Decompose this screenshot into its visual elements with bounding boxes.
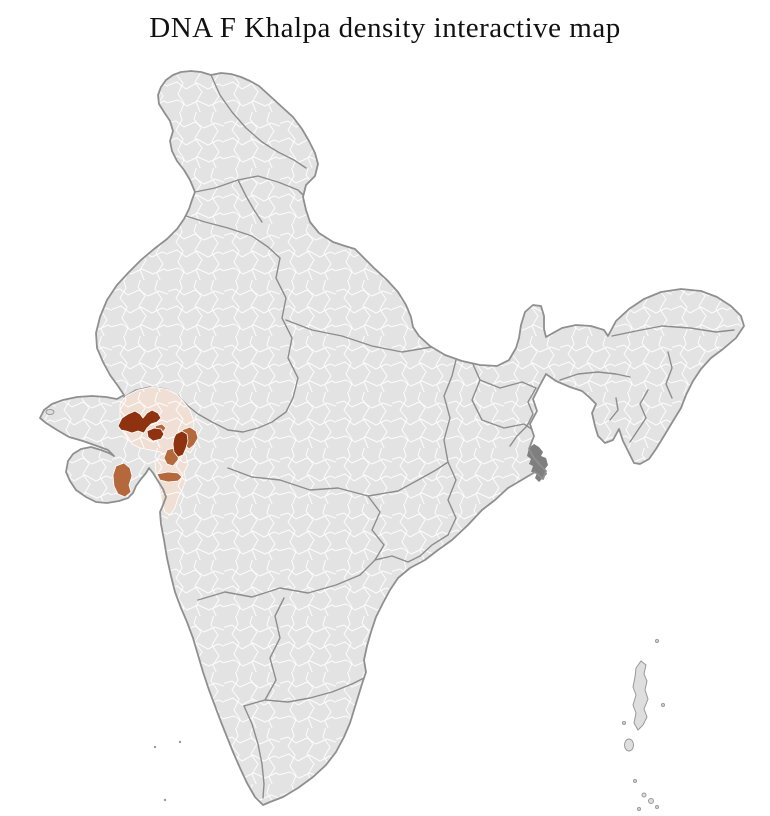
district-medium[interactable]: [112, 462, 133, 498]
island: [633, 779, 637, 783]
island[interactable]: [45, 409, 55, 415]
island: [661, 703, 665, 707]
district-high[interactable]: [172, 430, 189, 458]
island: [637, 807, 641, 811]
district-medium[interactable]: [156, 471, 183, 483]
page-title: DNA F Khalpa density interactive map: [149, 12, 621, 44]
lakshadweep-dots: [153, 740, 182, 802]
island: [641, 792, 647, 798]
island: [648, 798, 654, 804]
state-borders: [123, 74, 735, 799]
island-chains[interactable]: [45, 409, 665, 811]
district-high[interactable]: [146, 427, 165, 442]
island: [655, 805, 659, 809]
districts-high-density[interactable]: [117, 409, 189, 458]
island-andaman[interactable]: [632, 660, 649, 731]
island[interactable]: [624, 738, 634, 752]
island: [655, 639, 659, 643]
island: [622, 721, 626, 725]
district-high[interactable]: [117, 409, 162, 434]
